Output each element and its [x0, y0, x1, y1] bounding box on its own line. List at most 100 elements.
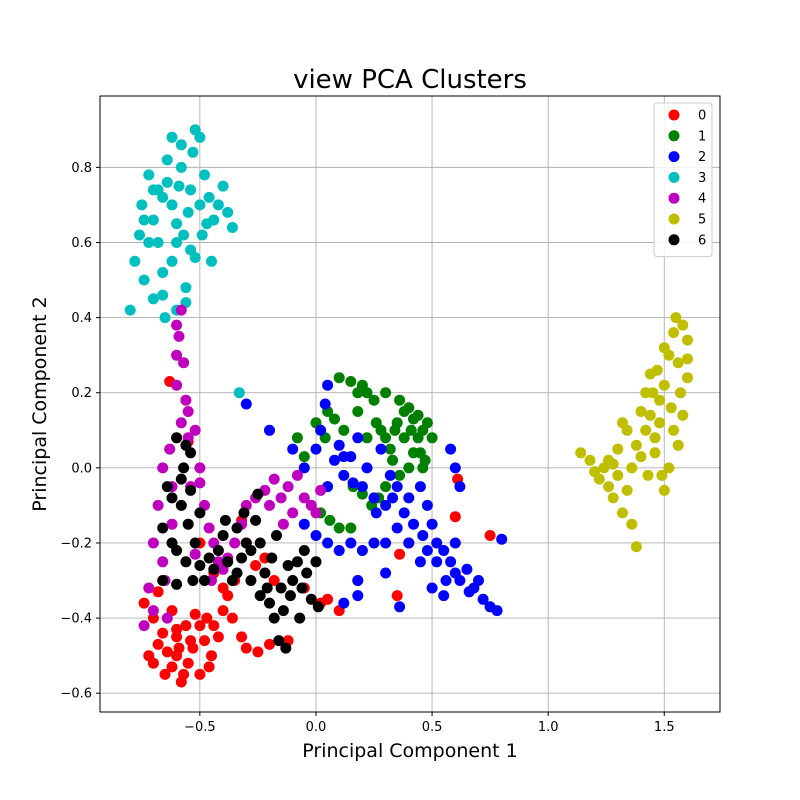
data-point-cluster-2	[264, 424, 275, 436]
data-point-cluster-2	[421, 499, 433, 511]
data-point-cluster-1	[345, 376, 357, 387]
data-point-cluster-2	[449, 462, 461, 474]
data-point-cluster-6	[217, 530, 229, 541]
data-point-cluster-3	[157, 267, 169, 278]
data-point-cluster-4	[189, 424, 201, 436]
data-point-cluster-5	[658, 484, 670, 496]
data-point-cluster-6	[194, 560, 206, 571]
data-point-cluster-6	[284, 590, 296, 602]
data-point-cluster-6	[161, 481, 173, 493]
data-point-cluster-6	[271, 530, 282, 541]
data-point-cluster-5	[668, 424, 680, 436]
legend-marker-4	[668, 192, 680, 204]
data-point-cluster-5	[603, 481, 614, 493]
data-point-cluster-3	[136, 199, 148, 211]
data-point-cluster-0	[147, 657, 159, 669]
data-point-cluster-5	[651, 364, 663, 376]
data-point-cluster-2	[417, 530, 429, 541]
data-point-cluster-4	[194, 462, 206, 474]
data-point-cluster-0	[484, 530, 496, 541]
data-point-cluster-2	[319, 398, 331, 410]
data-point-cluster-3	[161, 176, 173, 188]
data-point-cluster-0	[182, 657, 194, 669]
data-point-cluster-2	[496, 533, 508, 545]
data-point-cluster-4	[171, 349, 183, 361]
data-point-cluster-6	[294, 612, 306, 624]
data-point-cluster-5	[626, 462, 638, 474]
data-point-cluster-0	[152, 638, 164, 650]
y-axis-label: Principal Component 2	[29, 296, 51, 511]
data-point-cluster-2	[347, 477, 359, 489]
data-point-cluster-1	[361, 432, 373, 444]
data-point-cluster-2	[315, 424, 327, 436]
data-point-cluster-5	[658, 342, 670, 354]
legend-marker-0	[668, 109, 680, 121]
data-point-cluster-2	[322, 537, 334, 549]
data-point-cluster-5	[647, 387, 659, 399]
data-point-cluster-6	[266, 552, 278, 564]
data-point-cluster-5	[617, 507, 628, 519]
data-point-cluster-4	[171, 319, 183, 331]
data-point-cluster-3	[138, 274, 150, 286]
data-point-cluster-2	[352, 432, 364, 444]
data-point-cluster-5	[644, 409, 656, 421]
data-point-cluster-3	[194, 199, 206, 211]
legend-marker-6	[668, 234, 680, 246]
data-point-cluster-5	[603, 454, 614, 466]
data-point-cluster-3	[147, 184, 159, 196]
data-point-cluster-6	[199, 575, 210, 586]
data-point-cluster-4	[275, 492, 287, 504]
data-point-cluster-4	[268, 473, 280, 485]
data-point-cluster-6	[236, 552, 248, 564]
data-point-cluster-3	[226, 222, 238, 233]
data-point-cluster-4	[175, 417, 187, 429]
data-point-cluster-4	[194, 477, 206, 489]
x-tick-label: 1.5	[654, 720, 675, 735]
data-point-cluster-3	[206, 255, 217, 267]
data-point-cluster-3	[182, 206, 194, 218]
data-point-cluster-0	[171, 623, 183, 635]
data-point-cluster-2	[387, 492, 399, 504]
data-point-cluster-5	[654, 417, 666, 429]
data-point-cluster-6	[252, 488, 264, 500]
data-point-cluster-4	[166, 518, 178, 530]
axis-ticks: −0.5 0.0 0.5 1.0 1.5 −0.6 −0.4 −0.2 0.0 0.2 0.4 0.6…	[60, 161, 674, 735]
data-point-cluster-5	[642, 469, 654, 481]
data-point-cluster-0	[189, 608, 201, 620]
data-point-cluster-5	[675, 387, 686, 399]
data-point-cluster-5	[663, 462, 675, 474]
data-point-cluster-6	[287, 575, 299, 586]
y-tick-label: −0.2	[60, 536, 92, 551]
data-point-cluster-6	[189, 537, 201, 549]
data-point-cluster-1	[324, 514, 336, 526]
data-point-cluster-4	[175, 304, 187, 316]
scatter-points	[124, 124, 693, 688]
data-point-cluster-6	[264, 597, 275, 609]
data-point-cluster-0	[212, 631, 224, 643]
data-point-cluster-0	[264, 638, 275, 650]
data-point-cluster-0	[178, 668, 190, 680]
data-point-cluster-5	[670, 312, 682, 324]
data-point-cluster-5	[635, 451, 647, 463]
data-point-cluster-0	[166, 661, 178, 673]
data-point-cluster-6	[175, 473, 187, 485]
data-point-cluster-0	[173, 642, 185, 654]
data-point-cluster-5	[658, 379, 670, 391]
legend-box	[653, 102, 713, 258]
data-point-cluster-2	[394, 601, 406, 613]
data-point-cluster-5	[621, 424, 633, 436]
data-point-cluster-2	[445, 556, 457, 568]
data-point-cluster-2	[414, 556, 426, 568]
grid-lines	[100, 96, 720, 712]
data-point-cluster-6	[280, 642, 292, 654]
data-point-cluster-2	[352, 590, 364, 602]
data-point-cluster-3	[134, 229, 145, 241]
legend-label-1: 1	[698, 129, 706, 144]
legend-marker-2	[668, 151, 680, 163]
legend-label-2: 2	[698, 150, 706, 165]
data-point-cluster-2	[333, 439, 345, 451]
data-point-cluster-6	[231, 567, 243, 579]
data-point-cluster-1	[387, 454, 399, 466]
data-point-cluster-3	[201, 218, 213, 230]
